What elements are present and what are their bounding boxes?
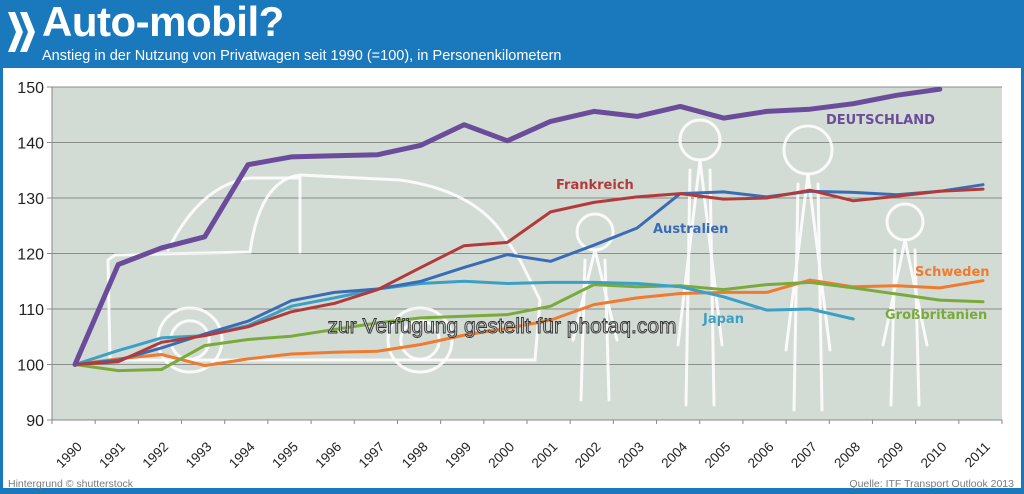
source-note: Quelle: ITF Transport Outlook 2013 xyxy=(849,478,1014,490)
x-tick-label: 2004 xyxy=(658,439,690,471)
y-tick-label: 140 xyxy=(17,136,44,153)
x-tick-label: 1999 xyxy=(442,439,474,471)
x-tick-label: 2006 xyxy=(745,439,777,471)
stick-figure-body xyxy=(784,172,832,412)
page-subtitle: Anstieg in der Nutzung von Privatwagen s… xyxy=(42,48,562,64)
x-tick-label: 2001 xyxy=(529,439,561,471)
car-drawing xyxy=(166,176,302,254)
car-drawing xyxy=(106,173,542,362)
watermark: zur Verfügung gestellt für photaq.com xyxy=(327,315,676,338)
x-tick-label: 2008 xyxy=(831,439,863,471)
oecd-chevrons-icon xyxy=(8,12,35,52)
series-line xyxy=(73,278,985,368)
y-tick-label: 90 xyxy=(26,413,44,430)
stick-figure-body xyxy=(571,248,619,402)
x-tick-label: 1993 xyxy=(183,439,215,471)
x-tick-label: 1994 xyxy=(226,439,258,471)
series-label: Frankreich xyxy=(556,178,634,193)
series-line xyxy=(73,187,985,366)
page-title: Auto-mobil? xyxy=(42,0,284,45)
series-label: Schweden xyxy=(915,265,990,280)
x-tick-label: 2003 xyxy=(615,439,647,471)
y-tick-label: 150 xyxy=(17,80,44,97)
series-label: DEUTSCHLAND xyxy=(826,113,935,128)
y-tick-label: 120 xyxy=(17,247,44,264)
stick-figure-body xyxy=(676,158,724,407)
x-tick-label: 2005 xyxy=(702,439,734,471)
series-label: Großbritanien xyxy=(885,308,987,323)
series-schweden xyxy=(73,278,985,368)
x-tick-label: 2007 xyxy=(788,439,820,471)
x-tick-label: 1995 xyxy=(269,439,301,471)
x-tick-label: 2011 xyxy=(962,439,993,470)
bottom-bar xyxy=(0,490,1024,494)
image-credit: Hintergrund © shutterstock xyxy=(8,478,134,490)
car-wheel xyxy=(386,306,454,374)
x-tick-label: 1991 xyxy=(96,439,128,471)
series-line xyxy=(73,183,985,366)
x-tick-label: 2010 xyxy=(918,439,950,471)
y-tick-label: 100 xyxy=(17,358,44,375)
x-tick-label: 1996 xyxy=(312,439,344,471)
x-tick-label: 2000 xyxy=(485,439,517,471)
series-line xyxy=(73,280,985,373)
x-tick-label: 2009 xyxy=(875,439,907,471)
x-tick-label: 1990 xyxy=(53,439,85,471)
x-tick-label: 2002 xyxy=(572,439,604,471)
series-label: Australien xyxy=(653,222,728,237)
series-deutschland xyxy=(72,86,943,367)
y-tick-label: 130 xyxy=(17,191,44,208)
x-tick-label: 1992 xyxy=(140,439,172,471)
series-label: Japan xyxy=(702,312,744,327)
y-tick-label: 110 xyxy=(18,302,44,319)
x-tick-label: 1997 xyxy=(356,439,388,471)
header: Auto-mobil? Anstieg in der Nutzung von P… xyxy=(0,0,1024,68)
x-tick-label: 1998 xyxy=(399,439,431,471)
series-großbritanien xyxy=(73,280,985,373)
